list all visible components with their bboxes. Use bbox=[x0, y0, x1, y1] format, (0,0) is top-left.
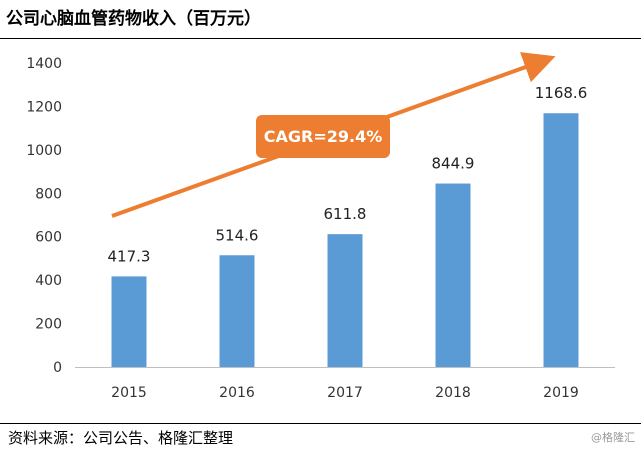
y-tick-label: 600 bbox=[35, 230, 62, 246]
y-tick-label: 1400 bbox=[26, 56, 62, 72]
cagr-badge: CAGR=29.4% bbox=[256, 115, 390, 158]
x-axis: 2015 2016 2017 2018 2019 bbox=[111, 385, 579, 401]
y-tick-label: 400 bbox=[35, 273, 62, 289]
y-tick-label: 0 bbox=[53, 360, 62, 376]
bar bbox=[435, 183, 471, 367]
bar bbox=[327, 234, 363, 367]
cagr-label: CAGR=29.4% bbox=[264, 127, 383, 146]
chart-title: 公司心脑血管药物收入（百万元） bbox=[6, 9, 261, 29]
data-label: 514.6 bbox=[216, 226, 259, 244]
y-tick-label: 800 bbox=[35, 186, 62, 202]
y-tick-label: 1200 bbox=[26, 99, 62, 115]
y-tick-label: 200 bbox=[35, 317, 62, 333]
watermark: @格隆汇 bbox=[591, 431, 635, 444]
y-axis: 0 200 400 600 800 1000 1200 1400 bbox=[26, 56, 62, 376]
x-tick-label: 2018 bbox=[435, 385, 471, 401]
source-note: 资料来源：公司公告、格隆汇整理 bbox=[8, 429, 234, 447]
x-tick-label: 2019 bbox=[543, 385, 579, 401]
bar bbox=[111, 276, 147, 367]
data-label: 1168.6 bbox=[535, 84, 588, 102]
x-tick-label: 2017 bbox=[327, 385, 363, 401]
bar bbox=[543, 113, 579, 367]
y-tick-label: 1000 bbox=[26, 143, 62, 159]
title-divider bbox=[0, 38, 641, 39]
footer-divider bbox=[0, 423, 641, 424]
data-label: 611.8 bbox=[324, 205, 367, 223]
bar-series bbox=[111, 113, 579, 367]
data-labels: 417.3 514.6 611.8 844.9 1168.6 bbox=[108, 84, 588, 265]
data-label: 844.9 bbox=[432, 155, 475, 173]
x-tick-label: 2016 bbox=[219, 385, 255, 401]
bar bbox=[219, 255, 255, 367]
x-tick-label: 2015 bbox=[111, 385, 147, 401]
data-label: 417.3 bbox=[108, 247, 151, 265]
